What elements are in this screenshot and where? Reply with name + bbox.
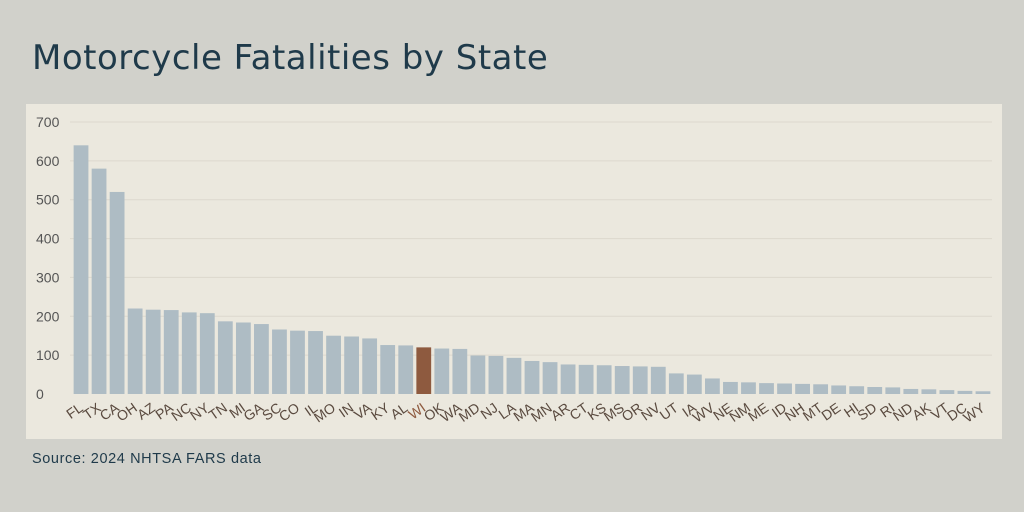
bar-md bbox=[470, 355, 486, 394]
bar-az bbox=[145, 309, 161, 394]
x-tick-label: MO bbox=[311, 399, 339, 425]
bar-vt bbox=[939, 390, 955, 394]
x-tick-label: UT bbox=[657, 399, 682, 423]
x-tick-label: MI bbox=[226, 399, 248, 421]
bar-ok bbox=[434, 348, 450, 394]
bar-id bbox=[777, 383, 792, 394]
bar-sc bbox=[272, 329, 287, 394]
x-tick-label: WY bbox=[960, 399, 988, 425]
chart-panel: 0 100 200 300 400 500 600 700 FL TX CA OH AZ PA NC NY T… bbox=[26, 104, 1002, 439]
source-note: Source: 2024 NHTSA FARS data bbox=[32, 451, 262, 467]
bar-wv bbox=[704, 378, 720, 394]
bar-ks bbox=[596, 365, 612, 394]
bar-nc bbox=[181, 312, 197, 394]
bar-tx bbox=[91, 168, 107, 394]
bar-or bbox=[632, 366, 648, 394]
bar-ak bbox=[921, 389, 937, 394]
y-tick-label: 100 bbox=[36, 347, 60, 363]
bar-al bbox=[398, 345, 414, 394]
y-tick-label: 600 bbox=[36, 153, 60, 169]
bar-oh bbox=[127, 308, 143, 394]
bar-mo bbox=[326, 335, 341, 394]
bar-nd bbox=[903, 388, 919, 394]
x-tick-label: DE bbox=[818, 399, 843, 423]
y-tick-label: 400 bbox=[36, 231, 60, 247]
y-axis-ticks: 0 100 200 300 400 500 600 700 bbox=[36, 114, 60, 402]
bar-chart: 0 100 200 300 400 500 600 700 FLTXCAOHAZPANCNYT… bbox=[36, 114, 992, 425]
bar-mn bbox=[542, 362, 558, 394]
y-tick-label: 200 bbox=[36, 308, 60, 324]
chart-title: Motorcycle Fatalities by State bbox=[32, 38, 549, 78]
bar-ms bbox=[614, 366, 630, 394]
bar-ny bbox=[199, 313, 215, 394]
bar-nj bbox=[488, 355, 504, 394]
bar-nm bbox=[741, 382, 756, 394]
bar-ne bbox=[723, 381, 738, 394]
bar-wi bbox=[416, 347, 432, 394]
y-tick-label: 300 bbox=[36, 269, 60, 285]
bar-ga bbox=[254, 324, 269, 394]
bar-ca bbox=[109, 191, 125, 394]
bar-pa bbox=[163, 310, 179, 394]
bar-mi bbox=[235, 322, 251, 394]
bar-il bbox=[308, 331, 323, 394]
y-tick-label: 700 bbox=[36, 114, 60, 130]
bar-wa bbox=[452, 348, 468, 394]
bar-fl bbox=[73, 145, 89, 394]
bars bbox=[73, 145, 991, 394]
bar-ky bbox=[380, 345, 396, 394]
bar-nv bbox=[650, 366, 666, 394]
x-tick-label: SD bbox=[854, 399, 879, 423]
bar-ma bbox=[524, 360, 540, 394]
bar-nh bbox=[795, 383, 810, 394]
bar-ct bbox=[578, 364, 594, 394]
x-tick-label: CO bbox=[276, 399, 302, 424]
bar-me bbox=[759, 383, 774, 394]
bar-ia bbox=[686, 374, 702, 394]
gridlines bbox=[70, 121, 992, 356]
bar-ri bbox=[885, 387, 901, 394]
bar-mt bbox=[813, 384, 829, 394]
bar-sd bbox=[867, 387, 883, 394]
bar-de bbox=[831, 385, 847, 394]
x-tick-label: FL bbox=[63, 399, 86, 422]
bar-wy bbox=[975, 391, 991, 394]
x-tick-label: ME bbox=[745, 399, 771, 424]
bar-ar bbox=[560, 364, 576, 394]
bar-ut bbox=[668, 373, 684, 394]
bar-in bbox=[344, 336, 360, 394]
x-tick-label: TN bbox=[206, 399, 230, 423]
bar-tn bbox=[217, 321, 233, 394]
y-tick-label: 500 bbox=[36, 192, 60, 208]
bar-va bbox=[362, 338, 378, 394]
bar-hi bbox=[849, 386, 865, 394]
bar-la bbox=[506, 357, 522, 394]
bar-dc bbox=[957, 390, 973, 394]
y-tick-label: 0 bbox=[36, 386, 44, 402]
bar-co bbox=[290, 330, 305, 394]
